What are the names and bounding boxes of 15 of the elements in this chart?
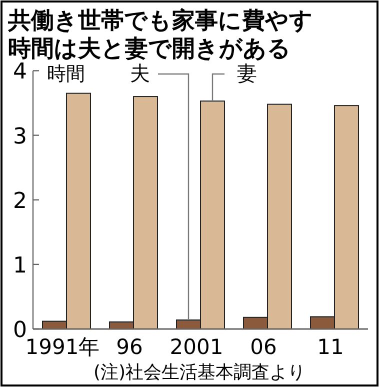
x-tick-label: 06 [250,335,277,359]
x-tick-label: 1991年 [25,335,100,359]
text: (注)社会生活基本調査より [93,362,306,383]
y-tick-label: 4 [13,60,27,85]
y-tick-label: 2 [13,188,27,214]
x-tick-label: 2001 [170,335,224,359]
y-tick-label: 3 [13,124,27,150]
series-label: 妻 [237,61,257,85]
y-tick-label: 1 [13,253,27,278]
chart-title: 共働き世帯でも家事に費やす時間は夫と妻で開きがある [7,7,313,62]
text: 夫 [130,61,150,85]
y-axis-title: 時間 [47,63,85,85]
x-tick-label: 96 [116,335,143,359]
x-tick-label: 11 [317,335,344,359]
y-tick-label: 0 [13,318,27,343]
